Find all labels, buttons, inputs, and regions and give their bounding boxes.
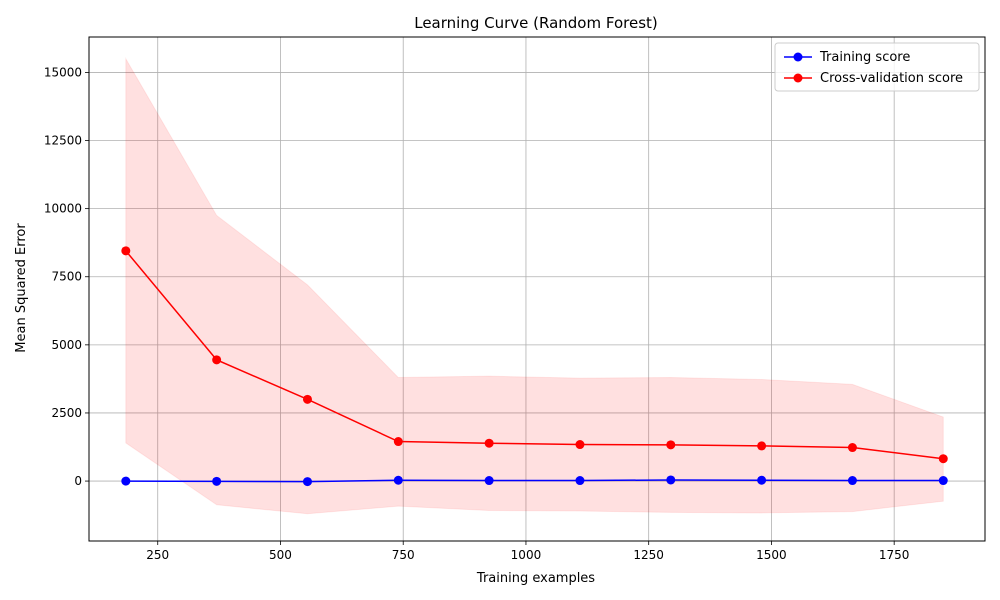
cv-score-point [847, 443, 857, 453]
legend-label-training: Training score [819, 50, 910, 65]
cv-score-point [393, 437, 403, 447]
training-score-point [666, 475, 676, 485]
cv-score-point [575, 440, 585, 450]
training-score-point [484, 476, 494, 486]
x-tick-label: 1500 [756, 548, 787, 562]
series-layer [121, 246, 948, 487]
legend: Training score Cross-validation score [774, 42, 980, 92]
x-tick-label: 500 [269, 548, 292, 562]
x-tick-label: 1250 [633, 548, 664, 562]
cv-score-point [484, 438, 494, 448]
training-score-point [393, 475, 403, 485]
x-tick-label: 750 [392, 548, 415, 562]
training-score-line [125, 479, 944, 483]
x-tick-label: 250 [146, 548, 169, 562]
legend-label-cv: Cross-validation score [820, 71, 963, 86]
y-tick-label: 15000 [44, 65, 82, 79]
y-tick-label: 2500 [51, 406, 82, 420]
cv-std-band [125, 56, 944, 515]
training-score-point [212, 476, 222, 486]
cv-score-line [125, 250, 944, 460]
cv-score-point [121, 246, 131, 256]
chart-title: Learning Curve (Random Forest) [414, 14, 658, 32]
y-tick-label: 0 [74, 474, 82, 488]
y-tick-label: 12500 [44, 134, 82, 148]
training-score-point [121, 476, 131, 486]
legend-marker-training [793, 52, 803, 62]
cv-score-point [302, 394, 312, 404]
y-tick-label: 5000 [51, 338, 82, 352]
y-tick-label: 10000 [44, 202, 82, 216]
training-score-point [847, 476, 857, 486]
cv-score-point [757, 441, 767, 451]
training-score-point [302, 477, 312, 487]
x-axis-label: Training examples [476, 571, 595, 586]
x-tick-label: 1750 [879, 548, 910, 562]
plot-frame [88, 36, 986, 542]
y-axis-label: Mean Squared Error [14, 223, 29, 353]
training-score-point [938, 476, 948, 486]
x-tick-label: 1000 [511, 548, 542, 562]
band-layer [125, 56, 944, 515]
legend-marker-cv [793, 73, 803, 83]
legend-box [774, 42, 980, 92]
training-score-point [575, 476, 585, 486]
y-tick-label: 7500 [51, 270, 82, 284]
training-score-point [757, 475, 767, 485]
tick-layer: 250 500 750 1000 1250 1500 1750 0 2500 5000 7500 10… [44, 65, 910, 562]
cv-score-point [212, 355, 222, 365]
cv-score-point [666, 440, 676, 450]
cv-score-point [938, 454, 948, 464]
